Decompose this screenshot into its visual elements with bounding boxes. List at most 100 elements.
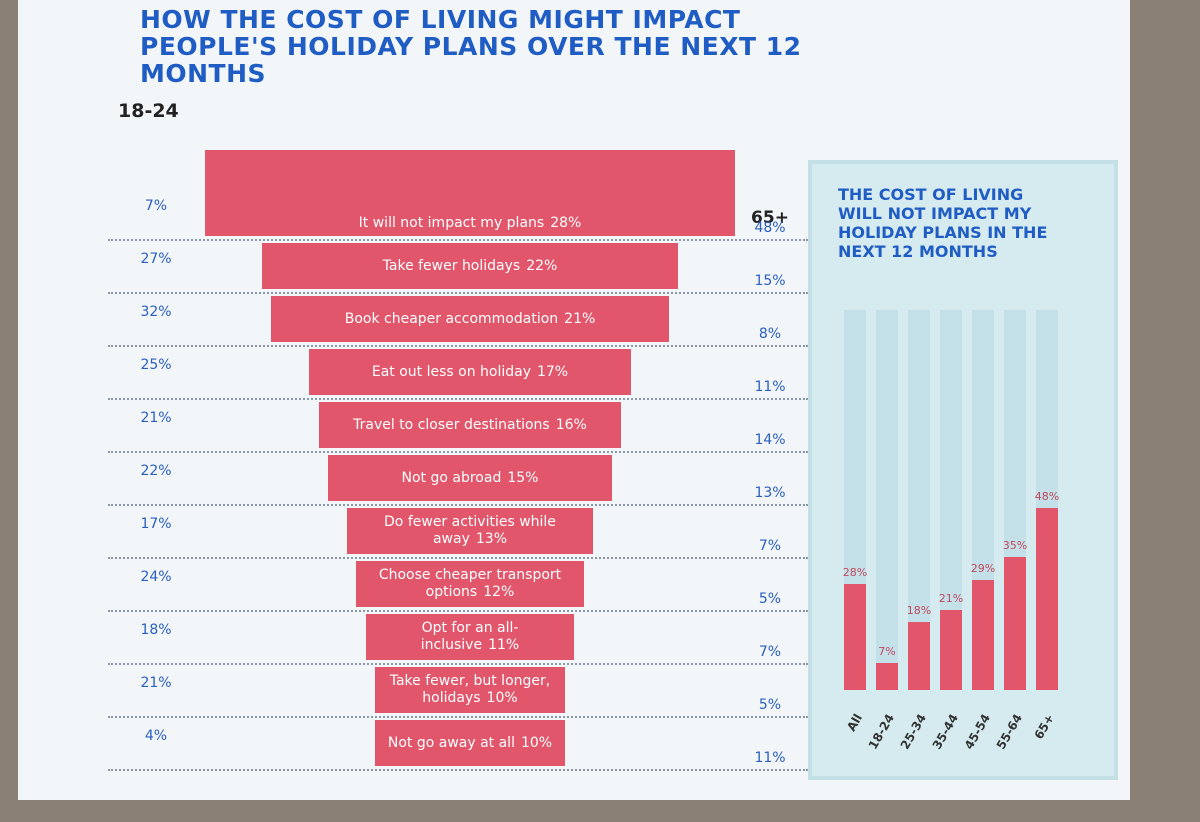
value-label: 22% (526, 257, 558, 274)
row-divider (108, 769, 808, 771)
bar: Not go away at all 10% (375, 720, 565, 766)
value-label: 17% (536, 363, 569, 380)
value-label: 28% (842, 565, 868, 579)
bar-label: Book cheaper accommodation 21% (337, 311, 604, 328)
value-label: 29% (970, 561, 996, 575)
value-label: 10% (486, 690, 518, 706)
value-label: 15% (507, 469, 539, 486)
value-label: 10% (520, 734, 553, 751)
row-divider (108, 451, 808, 453)
value-label: 28% (550, 215, 582, 231)
value-label: 21% (564, 310, 596, 327)
value-label: 21% (938, 592, 964, 606)
category-label: Eat out less on holiday (371, 363, 531, 380)
side-value: 5% (758, 697, 782, 713)
side-value: 17% (140, 516, 172, 532)
side-value: 11% (754, 379, 786, 395)
category-label: Take fewer holidays (382, 257, 521, 274)
value-label: 48% (1034, 489, 1060, 503)
category-label: Not go abroad (401, 469, 502, 486)
side-value: 27% (140, 251, 172, 267)
bar: It will not impact my plans 28% (205, 150, 735, 236)
category-label: Travel to closer destinations (353, 416, 550, 433)
bar-label: Take fewer, but longer, holidays 10% (375, 673, 564, 707)
slide: HOW THE COST OF LIVING MIGHT IMPACT PEOP… (18, 0, 1130, 800)
bar: Opt for an all-inclusive 11% (365, 614, 575, 660)
row-divider (108, 716, 808, 718)
value-label: 35% (1002, 539, 1028, 552)
side-value: 25% (140, 357, 172, 373)
side-value: 14% (754, 432, 786, 448)
side-value: 24% (140, 569, 172, 585)
row-divider (108, 398, 808, 400)
row-divider (108, 345, 808, 347)
side-value: 32% (140, 304, 172, 320)
series-label: 65+ (751, 208, 789, 228)
bar-label: Take fewer holidays 22% (375, 258, 566, 275)
side-value: 11% (754, 750, 786, 766)
bar (1004, 557, 1026, 690)
category-label: Choose cheaper transport options (378, 567, 562, 600)
side-value: 7% (758, 644, 782, 660)
category-label: Take fewer, but longer, holidays (389, 673, 551, 706)
side-value: 8% (758, 326, 782, 342)
bar-label: Not go abroad 15% (394, 470, 547, 487)
value-label: 18% (906, 603, 932, 617)
series-label: 18-24 (118, 100, 179, 122)
side-value: 4% (144, 728, 168, 744)
row-divider (108, 504, 808, 506)
bar-label: Not go away at all 10% (380, 735, 560, 752)
chart-title: THE COST OF LIVING WILL NOT IMPACT MY HO… (838, 185, 1048, 261)
value-label: 7% (878, 645, 896, 659)
value-label: 12% (483, 584, 515, 600)
category-label: Opt for an all-inclusive (420, 620, 519, 653)
side-value: 7% (144, 198, 168, 214)
bar: Travel to closer destinations 16% (318, 402, 622, 448)
bar-background (908, 310, 930, 690)
side-value: 7% (758, 538, 782, 554)
side-value: 15% (754, 273, 786, 289)
bar (876, 663, 898, 690)
category-label: Book cheaper accommodation (344, 310, 559, 327)
category-label: Not go away at all (387, 734, 515, 751)
bar: Book cheaper accommodation 21% (271, 296, 669, 342)
value-label: 16% (555, 416, 587, 433)
bar-label: Do fewer activities while away 13% (347, 514, 593, 548)
bar (844, 583, 866, 690)
bar: Eat out less on holiday 17% (309, 349, 631, 395)
side-value: 21% (140, 410, 172, 426)
bar (1036, 507, 1058, 690)
row-divider (108, 663, 808, 665)
bar-label: Eat out less on holiday 17% (364, 364, 576, 381)
bar: Do fewer activities while away 13% (346, 508, 594, 554)
category-label: It will not impact my plans (358, 215, 545, 231)
bar (940, 610, 962, 690)
chart-title: HOW THE COST OF LIVING MIGHT IMPACT PEOP… (140, 5, 802, 88)
bar-label: Travel to closer destinations 16% (345, 417, 595, 434)
bar: Take fewer, but longer, holidays 10% (375, 667, 565, 713)
bar-label: It will not impact my plans 28% (351, 215, 590, 232)
side-value: 48% (754, 220, 786, 236)
side-value: 21% (140, 675, 172, 691)
bar (972, 579, 994, 690)
value-label: 13% (475, 531, 507, 547)
bar-label: Opt for an all-inclusive 11% (366, 620, 574, 654)
bar-background (940, 310, 962, 690)
row-divider (108, 557, 808, 559)
side-value: 18% (140, 622, 172, 638)
row-divider (108, 239, 808, 241)
side-value: 13% (754, 485, 786, 501)
value-label: 11% (488, 637, 520, 653)
bar (908, 621, 930, 690)
bar: Not go abroad 15% (328, 455, 612, 501)
side-value: 5% (758, 591, 782, 607)
bar-background (876, 310, 898, 690)
row-divider (108, 292, 808, 294)
bar: Choose cheaper transport options 12% (356, 561, 584, 607)
bar: Take fewer holidays 22% (261, 243, 679, 289)
category-label: Do fewer activities while away (384, 514, 556, 547)
bar-label: Choose cheaper transport options 12% (356, 567, 583, 601)
side-value: 22% (140, 463, 172, 479)
row-divider (108, 610, 808, 612)
